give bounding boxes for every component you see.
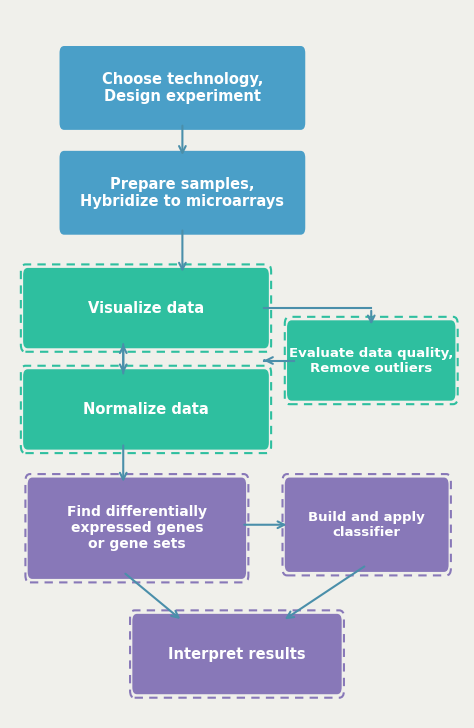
- FancyBboxPatch shape: [27, 478, 246, 579]
- Text: Build and apply
classifier: Build and apply classifier: [308, 511, 425, 539]
- FancyBboxPatch shape: [285, 478, 448, 572]
- Text: Normalize data: Normalize data: [83, 402, 209, 417]
- FancyBboxPatch shape: [60, 151, 305, 234]
- Text: Choose technology,
Design experiment: Choose technology, Design experiment: [102, 72, 263, 104]
- FancyBboxPatch shape: [287, 320, 456, 400]
- Text: Visualize data: Visualize data: [88, 301, 204, 316]
- FancyBboxPatch shape: [23, 369, 269, 450]
- Text: Prepare samples,
Hybridize to microarrays: Prepare samples, Hybridize to microarray…: [81, 177, 284, 209]
- Text: Find differentially
expressed genes
or gene sets: Find differentially expressed genes or g…: [67, 505, 207, 551]
- Text: Interpret results: Interpret results: [168, 646, 306, 662]
- FancyBboxPatch shape: [132, 614, 342, 695]
- Text: Evaluate data quality,
Remove outliers: Evaluate data quality, Remove outliers: [289, 347, 454, 374]
- FancyBboxPatch shape: [60, 46, 305, 130]
- FancyBboxPatch shape: [23, 268, 269, 348]
